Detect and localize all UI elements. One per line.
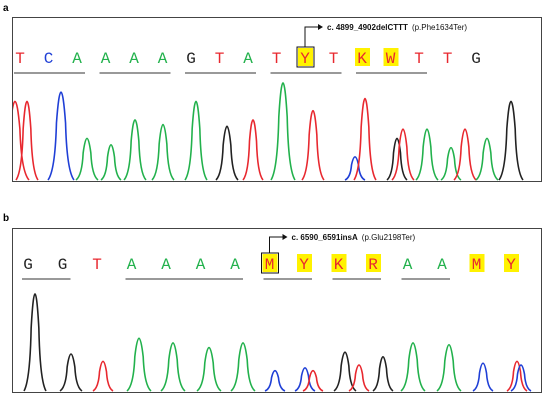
ambiguous-base-highlight bbox=[331, 254, 347, 272]
base-call-letter: Y bbox=[300, 50, 310, 68]
chromatogram-b: G G T A A A A M Y K R A A M Yc. 6590_6591insA (p.Glu219… bbox=[22, 233, 532, 392]
base-call-letter: K bbox=[334, 256, 344, 274]
base-call-letter: T bbox=[443, 50, 453, 68]
base-call-letter: A bbox=[243, 50, 253, 68]
trace-peak bbox=[151, 123, 175, 181]
base-call-letter: G bbox=[186, 50, 196, 68]
arrow-head-icon bbox=[318, 24, 323, 30]
base-call-letter: A bbox=[72, 50, 82, 68]
trace-peak bbox=[436, 343, 462, 392]
trace-peak bbox=[302, 369, 324, 392]
trace-peak bbox=[440, 146, 462, 181]
base-call-letter: T bbox=[414, 50, 424, 68]
base-call-letter: A bbox=[437, 256, 447, 274]
trace-peak bbox=[230, 342, 256, 392]
trace-peak bbox=[353, 98, 377, 181]
ambiguous-base-highlight bbox=[504, 254, 519, 272]
trace-peak bbox=[242, 119, 264, 181]
chromatogram-a: T C A A A A G T A T Y T K W T T Gc. 4899_4902delCTTT (p.P… bbox=[13, 23, 524, 181]
base-call-letter: A bbox=[230, 256, 240, 274]
base-call-letter: K bbox=[357, 50, 367, 68]
base-call-letter: A bbox=[101, 50, 111, 68]
base-call-letter: T bbox=[329, 50, 339, 68]
base-call-letter: W bbox=[386, 50, 396, 68]
mutation-name: c. 4899_4902delCTTT bbox=[327, 23, 408, 32]
ambiguous-base-highlight bbox=[355, 48, 370, 66]
base-call-letter: T bbox=[15, 50, 25, 68]
trace-peak bbox=[415, 128, 439, 181]
mutation-arrow bbox=[269, 236, 286, 253]
mutation-annotation: c. 6590_6591insA (p.Glu2198Ter) bbox=[292, 233, 416, 242]
arrow-head-icon bbox=[282, 234, 288, 240]
trace-peak bbox=[75, 137, 99, 181]
trace-peak bbox=[23, 293, 47, 392]
trace-peak bbox=[294, 367, 316, 392]
trace-peak bbox=[126, 337, 152, 392]
trace-peak bbox=[453, 128, 477, 181]
trace-peak bbox=[348, 364, 370, 392]
base-call-letter: Y bbox=[299, 256, 309, 274]
protein-change: (p.Glu2198Ter) bbox=[362, 233, 416, 242]
trace-peak bbox=[301, 110, 325, 181]
trace-peak bbox=[475, 137, 499, 181]
trace-peak bbox=[472, 362, 494, 392]
panel-b-label: b bbox=[3, 213, 10, 224]
mutation-name: c. 6590_6591insA bbox=[292, 233, 358, 242]
base-call-letter: G bbox=[471, 50, 481, 68]
trace-peak bbox=[196, 346, 222, 392]
trace-peak bbox=[15, 100, 39, 181]
base-call-letter: T bbox=[272, 50, 282, 68]
base-call-letter: R bbox=[368, 256, 378, 274]
ambiguous-base-highlight bbox=[297, 254, 312, 272]
base-call-letter: G bbox=[58, 256, 68, 274]
base-call-letter: A bbox=[161, 256, 171, 274]
trace-peak bbox=[333, 351, 357, 392]
mutation-arrow bbox=[304, 26, 321, 47]
ambiguous-base-highlight bbox=[262, 254, 278, 272]
trace-peak bbox=[506, 360, 528, 392]
trace-peak bbox=[92, 360, 114, 392]
base-call-letter: A bbox=[127, 256, 137, 274]
ambiguous-base-highlight bbox=[366, 254, 381, 272]
trace-peak bbox=[47, 91, 75, 181]
trace-peak bbox=[215, 125, 239, 181]
trace-peak bbox=[160, 342, 186, 392]
trace-peak bbox=[391, 128, 415, 181]
trace-peak bbox=[344, 156, 366, 181]
trace-peak bbox=[184, 100, 208, 181]
base-call-letter: A bbox=[158, 50, 168, 68]
ambiguous-base-highlight bbox=[383, 48, 399, 66]
protein-change: (p.Phe1634Ter) bbox=[412, 23, 467, 32]
base-call-letter: Y bbox=[506, 256, 516, 274]
trace-peak bbox=[372, 355, 394, 392]
trace-peak bbox=[13, 100, 30, 181]
trace-peak bbox=[510, 364, 532, 392]
base-call-letter: M bbox=[472, 256, 482, 274]
trace-peak bbox=[270, 82, 296, 181]
base-call-letter: A bbox=[129, 50, 139, 68]
base-call-letter: G bbox=[23, 256, 33, 274]
ambiguous-base-highlight bbox=[469, 254, 485, 272]
trace-peak bbox=[264, 369, 286, 392]
trace-peak bbox=[498, 100, 524, 181]
base-call-letter: C bbox=[44, 50, 54, 68]
ambiguous-base-highlight bbox=[298, 48, 313, 66]
trace-peak bbox=[123, 119, 147, 181]
trace-peak bbox=[100, 144, 122, 181]
base-call-letter: T bbox=[92, 256, 102, 274]
mutation-annotation: c. 4899_4902delCTTT (p.Phe1634Ter) bbox=[327, 23, 467, 32]
base-call-letter: A bbox=[196, 256, 206, 274]
panel-a-label: a bbox=[3, 3, 9, 14]
base-call-letter: T bbox=[215, 50, 225, 68]
base-call-letter: M bbox=[265, 256, 275, 274]
base-call-letter: A bbox=[403, 256, 413, 274]
trace-peak bbox=[59, 353, 83, 392]
trace-peak bbox=[400, 342, 426, 392]
trace-peak bbox=[386, 137, 408, 181]
